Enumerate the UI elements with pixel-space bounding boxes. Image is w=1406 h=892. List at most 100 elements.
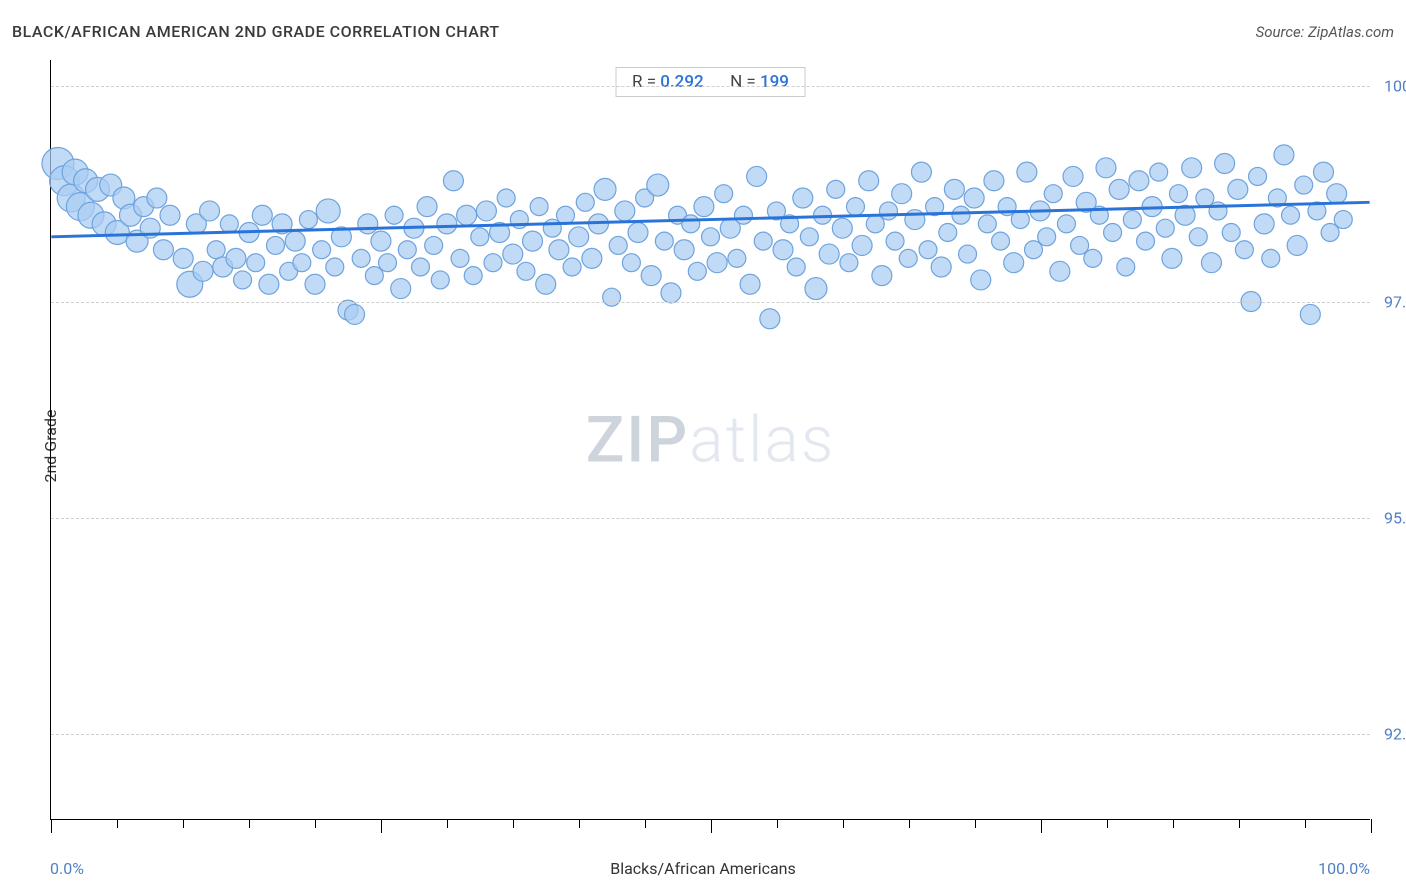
x-tick — [777, 819, 778, 828]
scatter-point — [944, 179, 964, 199]
scatter-point — [832, 218, 852, 238]
x-tick — [51, 819, 52, 833]
scatter-point — [1057, 215, 1075, 233]
scatter-point — [234, 271, 252, 289]
scatter-point — [1228, 179, 1248, 199]
scatter-point — [576, 193, 594, 211]
scatter-point — [1254, 214, 1274, 234]
x-axis-min-label: 0.0% — [50, 859, 84, 878]
scatter-point — [819, 244, 839, 264]
scatter-point — [437, 214, 457, 234]
scatter-point — [892, 184, 912, 204]
scatter-point — [293, 254, 311, 272]
scatter-point — [247, 254, 265, 272]
scatter-point — [557, 206, 575, 224]
scatter-point — [503, 244, 523, 264]
scatter-point — [1287, 235, 1307, 255]
scatter-point — [451, 249, 469, 267]
chart-container: BLACK/AFRICAN AMERICAN 2ND GRADE CORRELA… — [0, 0, 1406, 892]
scatter-point — [964, 188, 984, 208]
scatter-point — [594, 178, 616, 200]
scatter-point — [984, 171, 1004, 191]
scatter-point — [694, 197, 714, 217]
scatter-point — [1249, 167, 1267, 185]
scatter-point — [443, 171, 463, 191]
scatter-point — [734, 206, 752, 224]
scatter-point — [536, 274, 556, 294]
x-tick — [645, 819, 646, 828]
scatter-point — [530, 198, 548, 216]
scatter-point — [702, 228, 720, 246]
scatter-point — [886, 232, 904, 250]
source-prefix: Source: — [1256, 23, 1308, 41]
scatter-point — [160, 205, 180, 225]
scatter-point — [1156, 219, 1174, 237]
scatter-point — [207, 241, 225, 259]
scatter-point — [609, 236, 627, 254]
scatter-point — [647, 174, 669, 196]
scatter-point — [173, 248, 193, 268]
scatter-point — [220, 215, 238, 233]
scatter-point — [1096, 158, 1116, 178]
scatter-point — [1235, 241, 1253, 259]
header: BLACK/AFRICAN AMERICAN 2ND GRADE CORRELA… — [12, 22, 1394, 41]
scatter-point — [549, 240, 569, 260]
scatter-point — [793, 188, 813, 208]
scatter-point — [266, 236, 284, 254]
scatter-point — [1282, 206, 1300, 224]
plot-area: R = 0.292 N = 199 ZIPatlas 100.0%97.5%95… — [50, 60, 1370, 820]
scatter-point — [1044, 185, 1062, 203]
x-tick — [1173, 819, 1174, 828]
scatter-point — [1084, 249, 1102, 267]
scatter-point — [615, 201, 635, 221]
scatter-point — [728, 249, 746, 267]
scatter-point — [1169, 185, 1187, 203]
scatter-point — [688, 262, 706, 280]
scatter-point — [316, 199, 340, 223]
scatter-point — [484, 254, 502, 272]
scatter-point — [226, 248, 246, 268]
scatter-point — [1063, 166, 1083, 186]
scatter-point — [1300, 304, 1320, 324]
scatter-point — [1201, 253, 1221, 273]
scatter-svg — [51, 60, 1370, 819]
scatter-point — [299, 211, 317, 229]
scatter-point — [471, 228, 489, 246]
y-tick-label: 92.5% — [1374, 724, 1406, 743]
scatter-point — [760, 309, 780, 329]
scatter-point — [959, 245, 977, 263]
scatter-point — [747, 166, 767, 186]
scatter-point — [859, 171, 879, 191]
scatter-point — [326, 258, 344, 276]
scatter-point — [411, 258, 429, 276]
scatter-point — [707, 253, 727, 273]
scatter-point — [661, 283, 681, 303]
chart-title: BLACK/AFRICAN AMERICAN 2ND GRADE CORRELA… — [12, 22, 500, 41]
scatter-point — [899, 249, 917, 267]
scatter-point — [425, 236, 443, 254]
gridline — [51, 86, 1370, 87]
x-tick — [1107, 819, 1108, 828]
scatter-point — [919, 241, 937, 259]
scatter-point — [1123, 211, 1141, 229]
scatter-point — [641, 266, 661, 286]
scatter-point — [754, 232, 772, 250]
scatter-point — [1109, 179, 1129, 199]
scatter-point — [992, 232, 1010, 250]
scatter-point — [1162, 248, 1182, 268]
scatter-point — [464, 267, 482, 285]
scatter-point — [1222, 224, 1240, 242]
x-tick — [249, 819, 250, 828]
scatter-point — [740, 274, 760, 294]
scatter-point — [1117, 258, 1135, 276]
scatter-point — [800, 228, 818, 246]
x-axis-label: Blacks/African Americans — [610, 859, 796, 878]
scatter-point — [1004, 253, 1024, 273]
x-tick — [1371, 819, 1372, 833]
scatter-point — [352, 249, 370, 267]
scatter-point — [628, 223, 648, 243]
scatter-point — [305, 274, 325, 294]
x-tick — [513, 819, 514, 828]
scatter-point — [1182, 158, 1202, 178]
scatter-point — [1011, 211, 1029, 229]
